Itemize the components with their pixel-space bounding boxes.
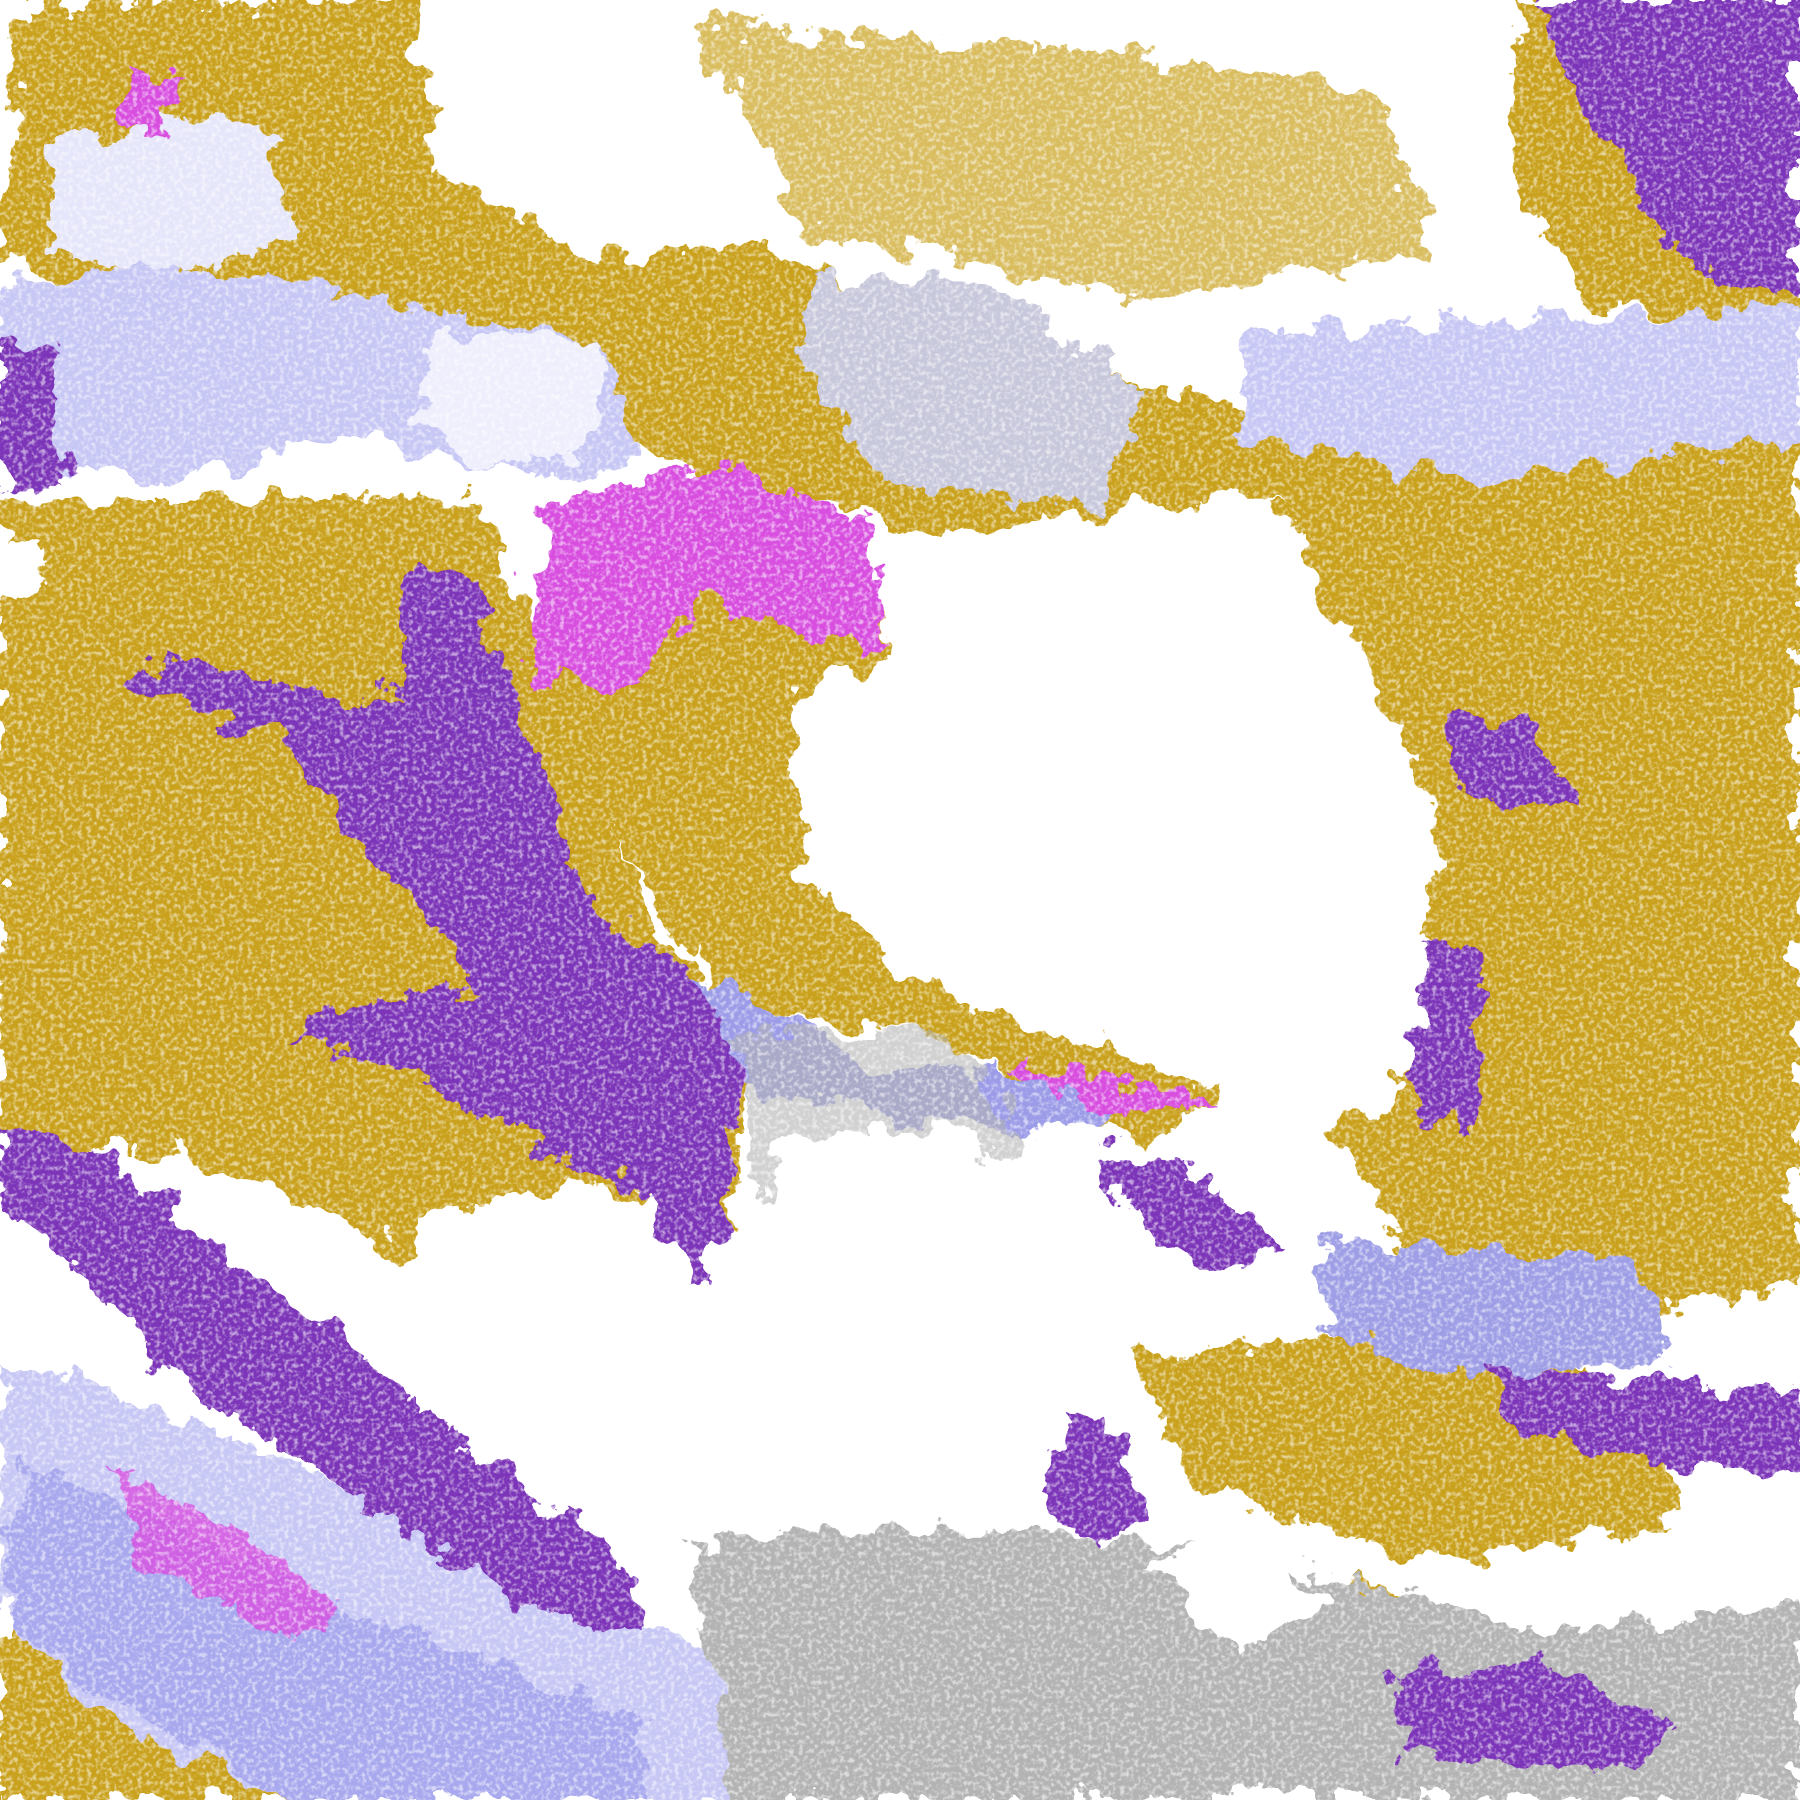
clear-regions [0, 539, 1424, 1654]
